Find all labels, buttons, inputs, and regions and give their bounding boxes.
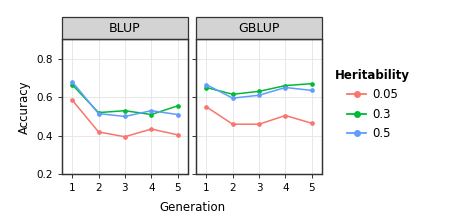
Text: Generation: Generation — [159, 201, 225, 214]
Y-axis label: Accuracy: Accuracy — [18, 80, 30, 134]
Text: BLUP: BLUP — [109, 22, 141, 35]
Text: GBLUP: GBLUP — [238, 22, 280, 35]
Legend: 0.05, 0.3, 0.5: 0.05, 0.3, 0.5 — [335, 69, 410, 140]
